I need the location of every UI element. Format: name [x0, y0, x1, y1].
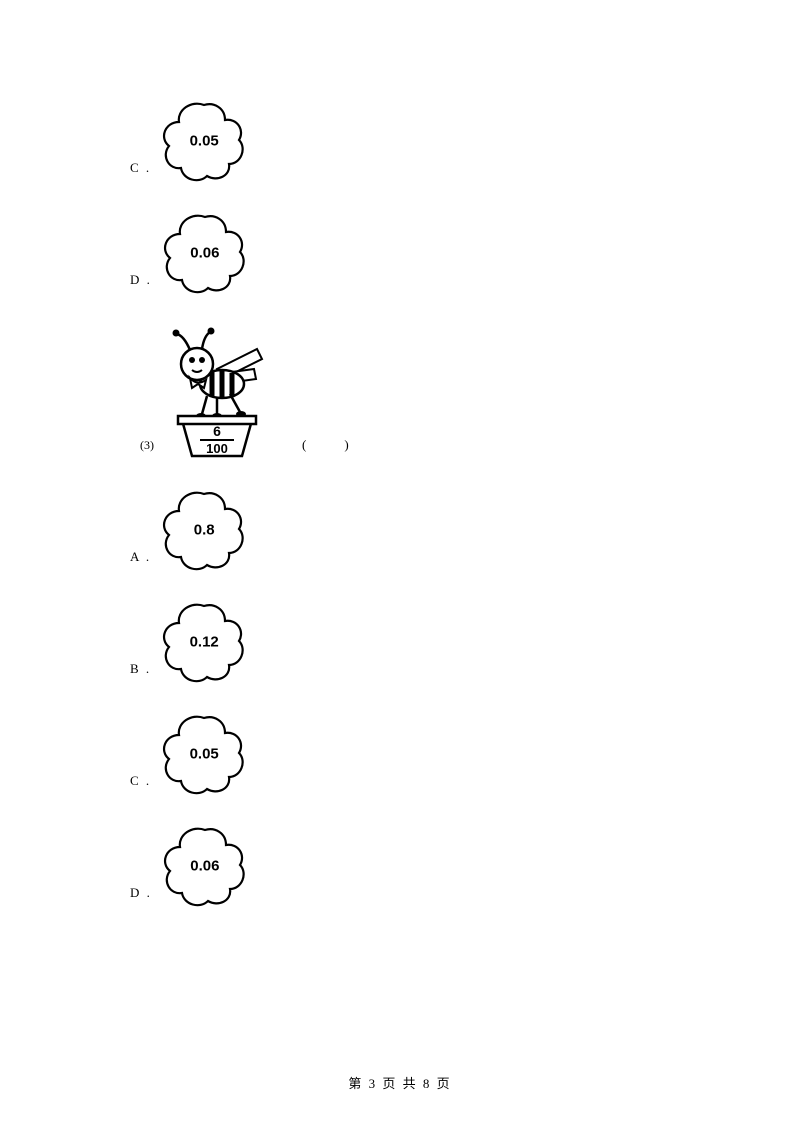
bee-pot-figure: 6 100: [162, 324, 272, 459]
flower-shape: 0.12: [159, 601, 249, 683]
answer-paren: ( ): [302, 434, 353, 453]
question-number: (3): [140, 438, 154, 453]
option-row: A . 0.8: [130, 489, 670, 571]
page-content: C . 0.05 D . 0.06 (3): [130, 100, 670, 937]
option-letter: B .: [130, 661, 151, 677]
option-row: B . 0.12: [130, 601, 670, 683]
option-row: D . 0.06: [130, 825, 670, 907]
flower-value: 0.05: [190, 746, 219, 763]
option-letter: D .: [130, 272, 152, 288]
option-letter: D .: [130, 885, 152, 901]
flower-shape: 0.06: [160, 212, 250, 294]
flower-shape: 0.8: [159, 489, 249, 571]
flower-shape: 0.06: [160, 825, 250, 907]
option-letter: A .: [130, 549, 151, 565]
flower-value: 0.12: [190, 634, 219, 651]
flower-value: 0.05: [190, 133, 219, 150]
question-row: (3): [130, 324, 670, 459]
flower-value: 0.8: [194, 522, 215, 539]
page-footer: 第 3 页 共 8 页: [0, 1073, 800, 1092]
option-letter: C .: [130, 773, 151, 789]
option-row: C . 0.05: [130, 713, 670, 795]
flower-value: 0.06: [190, 245, 219, 262]
fraction-num: 6: [213, 423, 221, 439]
bee-pot-icon: 6 100: [162, 324, 272, 459]
fraction-den: 100: [206, 441, 228, 456]
option-row: C . 0.05: [130, 100, 670, 182]
flower-shape: 0.05: [159, 713, 249, 795]
option-row: D . 0.06: [130, 212, 670, 294]
flower-shape: 0.05: [159, 100, 249, 182]
option-letter: C .: [130, 160, 151, 176]
flower-value: 0.06: [190, 858, 219, 875]
